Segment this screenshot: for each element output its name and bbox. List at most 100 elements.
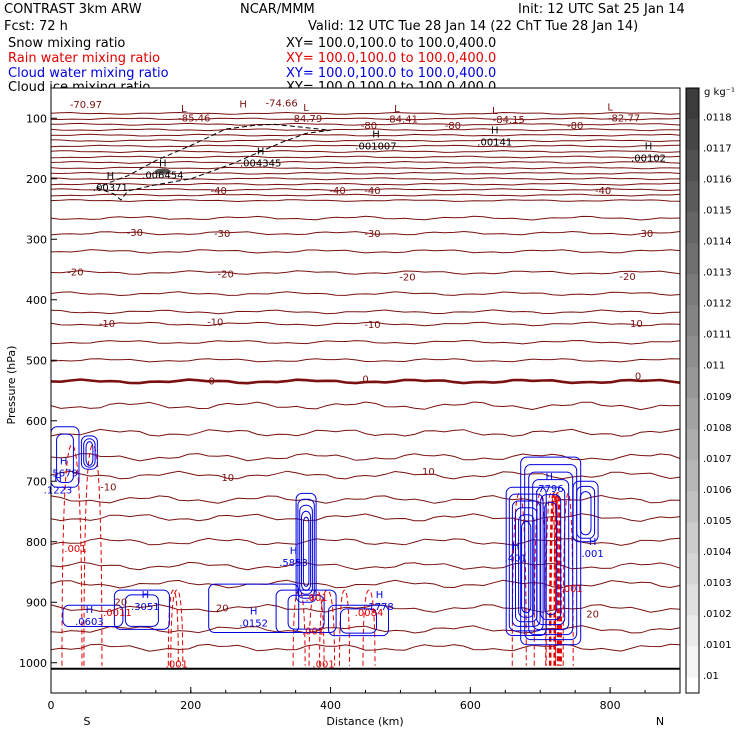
isotherm-label: -10: [364, 320, 380, 331]
end-label-south: S: [84, 715, 91, 728]
colorbar-swatch: [686, 615, 699, 647]
ice-extremum-marker: H: [239, 99, 247, 110]
rain-contour: [562, 492, 574, 666]
y-tick-label: 600: [26, 415, 47, 428]
isotherm-line: [50, 249, 681, 254]
isotherm-label: -40: [211, 186, 227, 197]
colorbar-label: .01: [703, 671, 719, 682]
y-tick-label: 900: [26, 596, 47, 609]
cloud-extremum-marker: H: [142, 590, 150, 601]
colorbar-label: .0116: [703, 175, 732, 186]
colorbar-label: .0117: [703, 144, 732, 155]
cloud-water-contour: [572, 480, 599, 543]
cloud-water-contour: [56, 433, 74, 484]
isotherm-label: 20: [216, 603, 229, 614]
isotherm-line: [50, 155, 681, 159]
isotherm-line: [50, 309, 681, 315]
cloud-water-contour: [576, 485, 596, 539]
cloud-water-contour: [518, 514, 535, 618]
header-source: CONTRAST 3km ARW: [4, 2, 142, 17]
isotherm-label: -80: [567, 121, 583, 132]
y-tick-label: 1000: [19, 657, 47, 670]
cloud-extremum-marker: H: [250, 606, 258, 617]
cloud-extremum-marker: H: [546, 472, 554, 483]
colorbar-swatch: [686, 150, 699, 182]
isotherm-line: [50, 561, 681, 571]
isotherm-label: 0: [362, 375, 368, 386]
colorbar-swatch: [686, 181, 699, 213]
cloud-extremum-marker: H: [589, 537, 597, 548]
cloud-water-contour: [520, 456, 582, 646]
isotherm-label: -20: [218, 269, 234, 280]
ice-extremum-value: .00371: [93, 183, 128, 194]
ice-extremum-value: .00141: [477, 137, 512, 148]
cloud-water-contour: [113, 589, 170, 630]
isotherm-label: -40: [329, 186, 345, 197]
cloud-water-contour: [532, 479, 570, 631]
cloud-extremum-marker: H: [290, 546, 298, 557]
isotherm-label: 0: [209, 376, 215, 387]
cloud-extremum-marker: H: [86, 605, 94, 616]
isotherm-line: [50, 150, 681, 154]
isotherm-label: -10: [99, 319, 115, 330]
ice-extremum-marker: L: [492, 106, 498, 117]
legend-cloud-xy: XY= 100.0,100.0 to 100.0,400.0: [286, 66, 497, 81]
cloud-water-contour: [302, 516, 310, 587]
isotherm-line: [50, 160, 681, 164]
cloud-extremum-value: .001: [582, 549, 604, 560]
cloud-water-contour: [124, 594, 159, 627]
cloud-extremum-marker: H: [54, 473, 62, 484]
rain-contour: [553, 492, 562, 666]
isotherm-label: -30: [127, 228, 143, 239]
cloud-water-contour: [540, 494, 562, 621]
isotherm-line: [50, 453, 681, 462]
isotherm-label: -10: [626, 319, 642, 330]
legend-rain-xy: XY= 100.0,100.0 to 100.0,400.0: [286, 51, 497, 66]
isotherm-label: -30: [364, 229, 380, 240]
isotherm-line: [50, 270, 681, 275]
isotherm-line: [50, 230, 681, 236]
y-tick-label: 800: [26, 536, 47, 549]
colorbar-label: .0111: [703, 330, 732, 341]
cloud-water-contour: [340, 608, 377, 634]
cloud-water-contour: [508, 493, 544, 632]
ice-extremum-marker: L: [394, 104, 400, 115]
isotherm-line: [50, 321, 681, 327]
rain-contour: [170, 589, 184, 666]
isotherm-label: -84.79: [290, 114, 322, 125]
isotherm-line: [50, 494, 681, 504]
colorbar-label: .0112: [703, 299, 732, 310]
ice-extremum-value: .001007: [355, 142, 396, 153]
cloud-extremum-value: .0603: [75, 617, 104, 628]
colorbar-label: .0114: [703, 237, 732, 248]
isotherm-line: [50, 144, 681, 148]
colorbar-swatch: [686, 646, 699, 678]
isotherm-label: -40: [595, 186, 611, 197]
legend-rain-label: Rain water mixing ratio: [8, 51, 161, 66]
cloud-water-contour: [275, 589, 337, 633]
ice-extremum-marker: L: [303, 103, 309, 114]
ice-extremum-marker: H: [159, 159, 167, 170]
x-tick-label: 400: [320, 699, 341, 712]
header-init: Init: 12 UTC Sat 25 Jan 14: [518, 2, 685, 17]
cloud-water-contour: [62, 604, 124, 627]
cloud-extremum-value: .1223: [44, 485, 73, 496]
cloud-extremum-value: .5853: [279, 558, 308, 569]
cloud-extremum-marker: H: [512, 542, 520, 553]
rain-contour: [362, 589, 376, 666]
cloud-water-contour: [299, 504, 313, 595]
colorbar-label: .011: [703, 361, 725, 372]
colorbar-label: .0104: [703, 547, 732, 558]
y-tick-label: 300: [26, 233, 47, 246]
ice-extremum-marker: H: [372, 130, 380, 141]
ice-max-shade: [154, 168, 171, 175]
ice-extremum-marker: H: [107, 171, 115, 182]
cloud-extremum-value: .5679: [49, 468, 78, 479]
rain-label: .001: [305, 593, 327, 604]
isotherm-label: -80: [361, 121, 377, 132]
colorbar-label: .0103: [703, 578, 732, 589]
rain-label: .001: [302, 626, 324, 637]
x-tick-label: 0: [48, 699, 55, 712]
rain-label: .0084: [355, 608, 384, 619]
colorbar-label: .0107: [703, 454, 732, 465]
